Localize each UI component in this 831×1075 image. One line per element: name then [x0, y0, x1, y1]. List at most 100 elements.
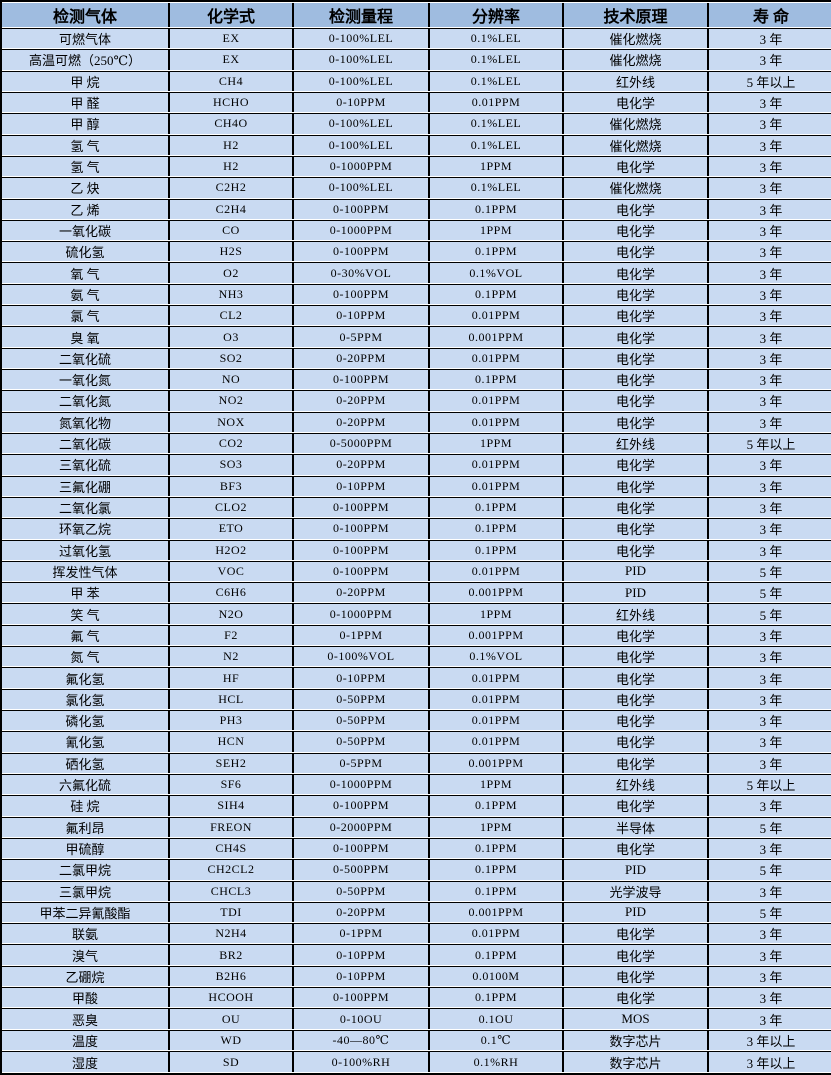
formula-cell: HCHO — [170, 91, 294, 113]
formula-cell: NOX — [170, 411, 294, 432]
table-row: 温度 WD -40—80℃ 0.1℃ 数字芯片 3 年以上 — [2, 1029, 831, 1050]
gas-name-cell: 氟利昂 — [2, 816, 170, 837]
table-row: 乙硼烷 B2H6 0-10PPM 0.0100M 电化学 3 年 — [2, 965, 831, 987]
gas-name-cell: 挥发性气体 — [2, 560, 170, 582]
table-row: 三氟化硼 BF3 0-10PPM 0.01PPM 电化学 3 年 — [2, 475, 831, 496]
gas-name-cell: 高温可燃（250℃） — [2, 49, 170, 70]
gas-name-cell: 甲硫醇 — [2, 837, 170, 859]
gas-name-cell: 氢 气 — [2, 155, 170, 177]
lifespan-cell: 5 年 — [709, 859, 831, 880]
gas-name-cell: 硅 烷 — [2, 795, 170, 816]
principle-cell: 数字芯片 — [564, 1029, 709, 1050]
lifespan-cell: 3 年 — [709, 880, 831, 901]
principle-cell: 电化学 — [564, 219, 709, 241]
formula-cell: SD — [170, 1051, 294, 1072]
gas-name-cell: 氯 气 — [2, 305, 170, 326]
range-cell: 0-1000PPM — [294, 155, 430, 177]
resolution-cell: 0.1%LEL — [430, 177, 564, 198]
table-row: 甲酸 HCOOH 0-100PPM 0.1PPM 电化学 3 年 — [2, 987, 831, 1008]
resolution-cell: 0.1PPM — [430, 369, 564, 390]
gas-name-cell: 甲 烷 — [2, 70, 170, 91]
table-row: 三氯甲烷 CHCL3 0-50PPM 0.1PPM 光学波导 3 年 — [2, 880, 831, 901]
table-row: 氯化氢 HCL 0-50PPM 0.01PPM 电化学 3 年 — [2, 688, 831, 709]
range-cell: 0-50PPM — [294, 880, 430, 901]
resolution-cell: 0.01PPM — [430, 923, 564, 944]
table-row: 一氧化氮 NO 0-100PPM 0.1PPM 电化学 3 年 — [2, 369, 831, 390]
principle-cell: 电化学 — [564, 944, 709, 965]
resolution-cell: 0.01PPM — [430, 390, 564, 411]
table-row: 挥发性气体 VOC 0-100PPM 0.01PPM PID 5 年 — [2, 560, 831, 582]
principle-cell: 电化学 — [564, 411, 709, 432]
principle-cell: PID — [564, 901, 709, 923]
range-cell: 0-100PPM — [294, 518, 430, 539]
table-row: 臭 氧 O3 0-5PPM 0.001PPM 电化学 3 年 — [2, 326, 831, 347]
formula-cell: SO2 — [170, 347, 294, 368]
resolution-cell: 0.1%LEL — [430, 49, 564, 70]
formula-cell: O3 — [170, 326, 294, 347]
table-row: 笑 气 N2O 0-1000PPM 1PPM 红外线 5 年 — [2, 603, 831, 624]
principle-cell: 电化学 — [564, 646, 709, 667]
gas-name-cell: 氟 气 — [2, 624, 170, 646]
range-cell: 0-100%LEL — [294, 113, 430, 134]
formula-cell: SF6 — [170, 773, 294, 795]
lifespan-cell: 3 年 — [709, 28, 831, 49]
table-row: 硅 烷 SIH4 0-100PPM 0.1PPM 电化学 3 年 — [2, 795, 831, 816]
lifespan-cell: 3 年 — [709, 923, 831, 944]
lifespan-cell: 3 年 — [709, 731, 831, 752]
table-row: 氟利昂 FREON 0-2000PPM 1PPM 半导体 5 年 — [2, 816, 831, 837]
resolution-cell: 1PPM — [430, 155, 564, 177]
resolution-cell: 0.1%LEL — [430, 28, 564, 49]
table-row: 恶臭 OU 0-10OU 0.1OU MOS 3 年 — [2, 1008, 831, 1029]
principle-cell: PID — [564, 859, 709, 880]
resolution-cell: 0.01PPM — [430, 710, 564, 731]
resolution-cell: 0.1℃ — [430, 1029, 564, 1050]
principle-cell: 催化燃烧 — [564, 49, 709, 70]
range-cell: 0-100PPM — [294, 283, 430, 305]
principle-cell: 电化学 — [564, 198, 709, 219]
gas-name-cell: 一氧化氮 — [2, 369, 170, 390]
principle-cell: 电化学 — [564, 731, 709, 752]
lifespan-cell: 3 年 — [709, 624, 831, 646]
range-cell: 0-2000PPM — [294, 816, 430, 837]
principle-cell: 光学波导 — [564, 880, 709, 901]
lifespan-cell: 3 年 — [709, 262, 831, 283]
table-row: 六氟化硫 SF6 0-1000PPM 1PPM 红外线 5 年以上 — [2, 773, 831, 795]
table-row: 硒化氢 SEH2 0-5PPM 0.001PPM 电化学 3 年 — [2, 752, 831, 773]
formula-cell: H2 — [170, 155, 294, 177]
formula-cell: C6H6 — [170, 582, 294, 603]
range-cell: 0-1000PPM — [294, 219, 430, 241]
range-cell: 0-20PPM — [294, 390, 430, 411]
lifespan-cell: 3 年 — [709, 987, 831, 1008]
lifespan-cell: 3 年 — [709, 347, 831, 368]
gas-name-cell: 甲 醛 — [2, 91, 170, 113]
resolution-cell: 0.1%LEL — [430, 113, 564, 134]
table-row: 甲 醇 CH4O 0-100%LEL 0.1%LEL 催化燃烧 3 年 — [2, 113, 831, 134]
gas-name-cell: 环氧乙烷 — [2, 518, 170, 539]
principle-cell: 电化学 — [564, 305, 709, 326]
principle-cell: 红外线 — [564, 70, 709, 91]
gas-name-cell: 六氟化硫 — [2, 773, 170, 795]
lifespan-cell: 3 年 — [709, 91, 831, 113]
formula-cell: NO — [170, 369, 294, 390]
principle-cell: MOS — [564, 1008, 709, 1029]
gas-name-cell: 二氧化碳 — [2, 432, 170, 454]
resolution-cell: 0.1%VOL — [430, 262, 564, 283]
formula-cell: CLO2 — [170, 496, 294, 518]
column-header: 寿 命 — [709, 3, 831, 27]
lifespan-cell: 3 年 — [709, 283, 831, 305]
formula-cell: SEH2 — [170, 752, 294, 773]
gas-name-cell: 乙 烯 — [2, 198, 170, 219]
range-cell: 0-100PPM — [294, 496, 430, 518]
resolution-cell: 0.1%RH — [430, 1051, 564, 1072]
formula-cell: N2O — [170, 603, 294, 624]
formula-cell: C2H4 — [170, 198, 294, 219]
formula-cell: SIH4 — [170, 795, 294, 816]
gas-name-cell: 硒化氢 — [2, 752, 170, 773]
range-cell: 0-100%LEL — [294, 49, 430, 70]
principle-cell: 数字芯片 — [564, 1051, 709, 1072]
range-cell: 0-1000PPM — [294, 773, 430, 795]
range-cell: 0-10PPM — [294, 965, 430, 987]
range-cell: 0-5PPM — [294, 326, 430, 347]
gas-name-cell: 氯化氢 — [2, 688, 170, 709]
lifespan-cell: 3 年 — [709, 134, 831, 155]
